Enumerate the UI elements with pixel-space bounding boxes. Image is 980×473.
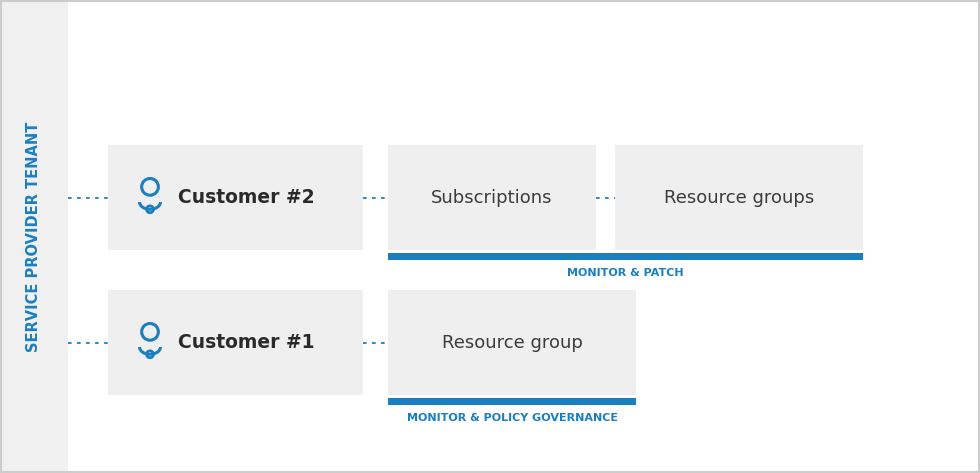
Bar <box>388 398 636 405</box>
Bar <box>388 290 636 395</box>
Bar <box>108 290 363 395</box>
Text: MONITOR & POLICY GOVERNANCE: MONITOR & POLICY GOVERNANCE <box>407 413 617 423</box>
Text: Customer #1: Customer #1 <box>178 333 315 352</box>
Text: SERVICE PROVIDER TENANT: SERVICE PROVIDER TENANT <box>26 121 41 352</box>
Text: Subscriptions: Subscriptions <box>431 189 553 207</box>
Text: Resource groups: Resource groups <box>663 189 814 207</box>
Bar <box>388 145 596 250</box>
Bar <box>615 145 863 250</box>
Bar <box>108 145 363 250</box>
Bar <box>388 253 863 260</box>
Bar <box>0 0 68 473</box>
Text: MONITOR & PATCH: MONITOR & PATCH <box>567 268 684 278</box>
Text: Resource group: Resource group <box>442 333 582 351</box>
Text: Customer #2: Customer #2 <box>178 188 315 207</box>
